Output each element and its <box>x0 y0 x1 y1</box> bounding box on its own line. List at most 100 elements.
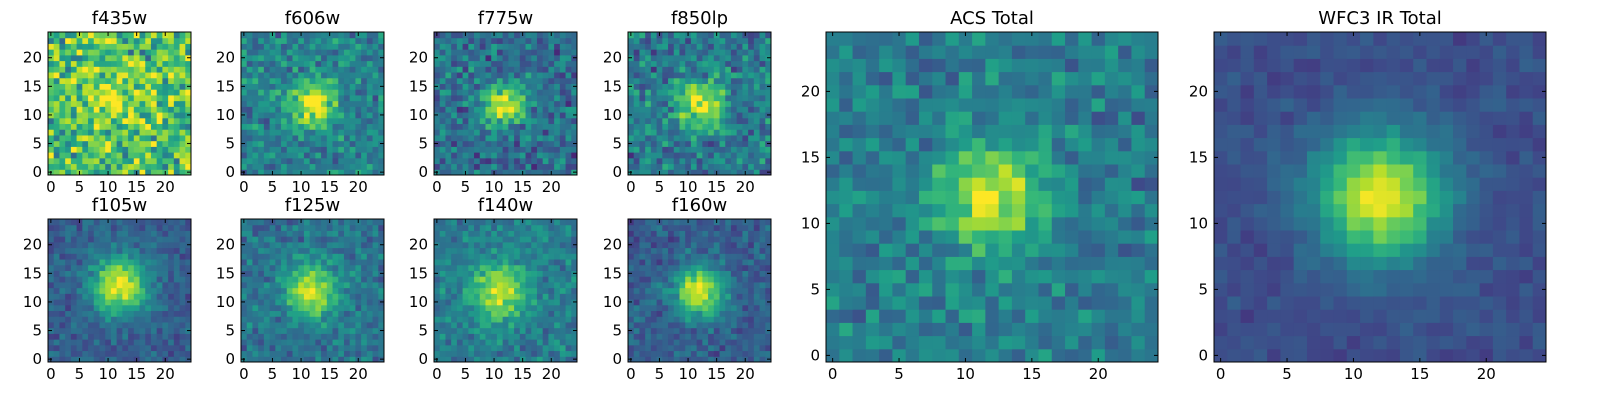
heatmap-cell <box>542 230 549 237</box>
heatmap-cell <box>548 350 555 357</box>
heatmap-cell <box>105 94 112 102</box>
heatmap-cell <box>156 117 163 125</box>
heatmap-cell <box>162 54 169 62</box>
heatmap-cell <box>474 247 481 254</box>
heatmap-cell <box>156 241 163 249</box>
heatmap-cell <box>70 247 78 254</box>
heatmap-cell <box>485 230 492 237</box>
heatmap-cell <box>519 276 527 283</box>
heatmap-cell <box>269 163 276 170</box>
heatmap-cell <box>269 72 276 79</box>
heatmap-cell <box>565 32 572 39</box>
heatmap-cell <box>110 117 118 125</box>
heatmap-cell <box>139 49 146 56</box>
heatmap-cell <box>252 287 259 294</box>
heatmap-cell <box>105 43 112 50</box>
heatmap-cell <box>485 339 492 346</box>
heatmap-cell <box>110 169 118 176</box>
heatmap-cell <box>571 37 578 44</box>
heatmap-cell <box>650 112 658 119</box>
heatmap-cell <box>269 134 276 142</box>
heatmap-cell <box>542 100 549 107</box>
heatmap-cell <box>298 112 305 119</box>
heatmap-cell <box>559 77 567 84</box>
heatmap-cell <box>571 157 578 165</box>
heatmap-cell <box>565 247 572 254</box>
heatmap-cell <box>286 94 293 102</box>
heatmap-cell <box>491 106 498 113</box>
heatmap-cell <box>713 140 721 147</box>
heatmap-cell <box>298 276 305 283</box>
heatmap-cell <box>343 117 351 125</box>
heatmap-cell <box>708 112 715 119</box>
heatmap-cell <box>366 247 374 254</box>
heatmap-cell <box>105 54 112 62</box>
heatmap-cell <box>519 310 527 317</box>
heatmap-cell <box>286 321 293 329</box>
heatmap-cell <box>53 230 60 237</box>
heatmap-cell <box>468 37 475 44</box>
heatmap-cell <box>468 32 475 39</box>
heatmap-cell <box>742 83 749 90</box>
heatmap-cell <box>315 350 322 357</box>
heatmap-cell <box>662 49 669 56</box>
heatmap-cell <box>332 60 339 67</box>
heatmap-cell <box>70 299 78 306</box>
heatmap-cell <box>536 281 544 289</box>
heatmap-cell <box>156 339 163 346</box>
heatmap-cell <box>673 310 680 317</box>
heatmap-cell <box>508 146 515 153</box>
heatmap-cell <box>662 344 669 352</box>
heatmap-cell <box>736 43 743 50</box>
heatmap-cell <box>685 316 692 323</box>
heatmap-cell <box>298 316 305 323</box>
heatmap-cell <box>502 100 509 107</box>
heatmap-cell <box>156 140 163 147</box>
heatmap-cell <box>241 224 248 231</box>
heatmap-cell <box>116 253 123 260</box>
heatmap-cell <box>361 134 368 142</box>
heatmap-cell <box>525 66 532 73</box>
heatmap-cell <box>298 163 305 170</box>
heatmap-cell <box>292 157 299 165</box>
heatmap-cell <box>554 106 561 113</box>
heatmap-cell <box>748 100 755 107</box>
heatmap-cell <box>269 241 276 249</box>
heatmap-cell <box>696 146 703 153</box>
heatmap-cell <box>725 60 732 67</box>
heatmap-cell <box>673 287 680 294</box>
heatmap-cell <box>748 356 755 363</box>
heatmap-cell <box>93 241 100 249</box>
heatmap-cell <box>496 146 504 153</box>
heatmap-cell <box>474 327 481 334</box>
heatmap-cell <box>343 356 351 363</box>
heatmap-cell <box>70 281 78 289</box>
heatmap-cell <box>321 123 328 130</box>
heatmap-cell <box>491 112 498 119</box>
heatmap-cell <box>650 276 658 283</box>
heatmap-cell <box>53 253 60 260</box>
heatmap-cell <box>759 299 766 306</box>
heatmap-cell <box>168 356 175 363</box>
heatmap-cell <box>343 163 351 170</box>
heatmap-cell <box>730 43 738 50</box>
heatmap-cell <box>445 219 452 226</box>
heatmap-cell <box>361 152 368 159</box>
heatmap-cell <box>514 236 521 243</box>
heatmap-cell <box>554 316 561 323</box>
heatmap-cell <box>696 169 703 176</box>
heatmap-cell <box>326 304 334 312</box>
heatmap-cell <box>355 304 362 312</box>
heatmap-cell <box>185 94 192 102</box>
heatmap-cell <box>168 89 175 96</box>
heatmap-cell <box>309 140 316 147</box>
heatmap-cell <box>303 247 311 254</box>
heatmap-cell <box>150 339 158 346</box>
heatmap-cell <box>309 241 316 249</box>
heatmap-cell <box>65 77 72 84</box>
heatmap-cell <box>332 310 339 317</box>
heatmap-cell <box>445 106 452 113</box>
heatmap-cell <box>145 49 152 56</box>
heatmap-cell <box>326 54 334 62</box>
heatmap-cell <box>105 310 112 317</box>
